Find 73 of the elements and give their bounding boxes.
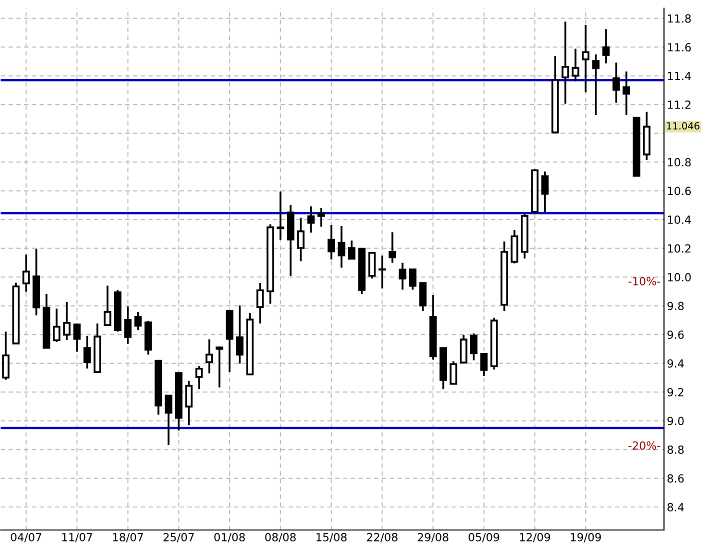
x-tick-label: 12/09 bbox=[520, 532, 550, 542]
y-tick-label: 10.2 bbox=[668, 244, 690, 253]
candlestick bbox=[460, 334, 468, 364]
y-tick-label: 9.4 bbox=[667, 359, 684, 368]
annotation: -10%- bbox=[628, 276, 660, 286]
candlestick bbox=[480, 353, 488, 377]
x-tick-label: 19/09 bbox=[570, 532, 601, 542]
candlestick bbox=[307, 205, 315, 234]
y-tick-label: 10.8 bbox=[668, 158, 691, 166]
candlestick bbox=[622, 70, 630, 116]
candlestick bbox=[602, 28, 610, 64]
candlestick bbox=[256, 282, 264, 324]
x-tick-label: 22/08 bbox=[367, 532, 398, 542]
candlestick bbox=[572, 48, 580, 82]
candlestick bbox=[104, 284, 112, 326]
y-tick-label: 10.4 bbox=[668, 216, 691, 224]
candlestick bbox=[73, 322, 81, 353]
candlestick bbox=[2, 330, 10, 381]
x-tick-label: 08/08 bbox=[265, 532, 296, 542]
candlestick bbox=[164, 394, 172, 446]
y-tick-label: 8.4 bbox=[668, 502, 684, 512]
y-tick-label: 9.8 bbox=[667, 302, 684, 310]
candlestick bbox=[276, 190, 284, 241]
x-tick-label: 15/08 bbox=[316, 532, 347, 542]
candlestick bbox=[582, 24, 590, 94]
y-tick-label: 9.2 bbox=[667, 388, 684, 396]
candlestick bbox=[195, 365, 203, 390]
candlestick bbox=[63, 301, 71, 341]
x-tick-label: 11/07 bbox=[62, 532, 92, 542]
x-tick-label: 01/08 bbox=[214, 532, 245, 542]
candlestick bbox=[470, 332, 478, 362]
candlestick bbox=[52, 308, 60, 343]
y-tick-label: 8.6 bbox=[668, 474, 684, 483]
candlestick bbox=[348, 240, 356, 260]
candlestick bbox=[206, 338, 213, 374]
x-tick-label: 25/07 bbox=[164, 532, 194, 542]
y-tick-label: 9.0 bbox=[667, 416, 684, 426]
x-tick-label: 29/08 bbox=[418, 532, 448, 542]
candlestick bbox=[368, 250, 376, 280]
x-tick-label: 05/09 bbox=[468, 532, 500, 542]
candlestick bbox=[216, 346, 224, 388]
candlestick bbox=[236, 304, 244, 364]
candlestick bbox=[328, 224, 336, 260]
y-tick-label: 8.8 bbox=[668, 445, 684, 454]
candlestick bbox=[378, 254, 386, 290]
y-tick-label: 11.4 bbox=[668, 72, 691, 80]
candlestick bbox=[124, 306, 132, 345]
candlestick bbox=[541, 170, 549, 213]
candlestick bbox=[297, 216, 305, 262]
candlestick bbox=[562, 20, 570, 105]
y-tick-label: 10.6 bbox=[668, 186, 691, 196]
candlestick bbox=[398, 262, 406, 291]
candlestick bbox=[612, 62, 620, 104]
x-tick-label: 18/07 bbox=[113, 532, 143, 542]
text: 11.046 bbox=[667, 122, 700, 130]
candlestick bbox=[317, 207, 325, 228]
candlestick bbox=[83, 335, 91, 370]
x-tick-label: 04/07 bbox=[10, 532, 42, 542]
candlestick bbox=[134, 311, 142, 331]
y-tick-label: 9.6 bbox=[667, 330, 684, 339]
annotation: -20%- bbox=[628, 441, 660, 450]
candlestick bbox=[22, 254, 30, 293]
y-tick-label: 10.0 bbox=[668, 273, 691, 282]
y-tick-label: 11.2 bbox=[668, 100, 690, 109]
candlestick bbox=[419, 282, 427, 312]
candlestick bbox=[185, 380, 193, 426]
candlestick bbox=[592, 53, 600, 116]
candlestick bbox=[388, 231, 396, 264]
y-tick-label: 11.6 bbox=[668, 43, 691, 52]
y-tick-label: 11.8 bbox=[668, 14, 691, 23]
candlestick bbox=[338, 225, 346, 269]
candlestick bbox=[409, 268, 416, 291]
candlestick bbox=[450, 360, 458, 385]
